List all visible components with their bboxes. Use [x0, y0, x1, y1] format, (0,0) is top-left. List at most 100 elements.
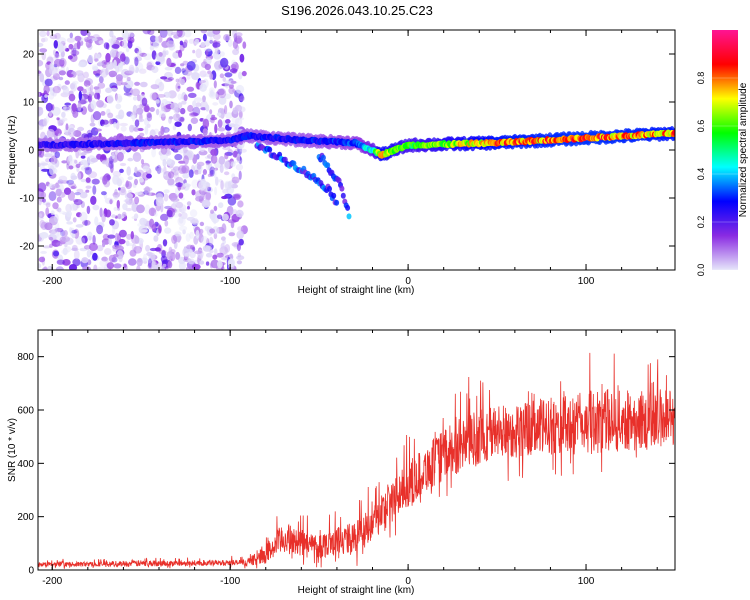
noise-blob — [210, 149, 218, 156]
noise-blob — [62, 247, 68, 256]
noise-blob — [43, 37, 48, 42]
noise-blob — [191, 218, 199, 226]
noise-blob — [175, 82, 181, 92]
noise-blob — [147, 30, 155, 35]
x-tick-label: 100 — [578, 576, 595, 587]
noise-blob — [217, 88, 225, 96]
noise-blob — [131, 216, 138, 220]
noise-blob — [200, 236, 209, 245]
y-tick-label: 800 — [17, 352, 34, 363]
noise-blob — [118, 238, 126, 245]
noise-blob — [61, 236, 70, 243]
noise-blob — [138, 68, 147, 74]
noise-blob — [92, 34, 100, 39]
noise-blob — [110, 87, 118, 92]
noise-blob — [64, 243, 68, 248]
noise-blob — [77, 102, 82, 112]
noise-blob — [235, 84, 245, 94]
noise-blob — [113, 59, 117, 69]
noise-blob — [207, 173, 212, 178]
noise-blob — [172, 51, 180, 59]
noise-blob — [167, 260, 173, 269]
colorbar-tick-label: 0.0 — [696, 264, 706, 277]
noise-blob — [224, 171, 230, 176]
noise-blob — [41, 51, 47, 61]
noise-blob — [146, 173, 152, 179]
noise-blob — [194, 38, 200, 45]
noise-blob — [212, 226, 220, 235]
noise-blob — [213, 248, 218, 254]
noise-blob — [175, 78, 180, 83]
noise-blob — [122, 203, 128, 211]
noise-blob — [190, 112, 199, 116]
noise-blob — [61, 111, 66, 118]
noise-blob — [233, 33, 238, 42]
spectrogram-y-label: Frequency (Hz) — [7, 116, 18, 185]
noise-blob — [106, 61, 110, 72]
noise-blob — [218, 202, 224, 209]
noise-blob — [121, 263, 125, 267]
noise-blob — [175, 251, 181, 260]
noise-blob — [53, 213, 59, 223]
noise-blob — [113, 263, 122, 269]
noise-blob — [119, 53, 126, 62]
noise-blob — [109, 49, 117, 58]
noise-blob — [68, 264, 78, 270]
noise-blob — [92, 66, 99, 72]
noise-blob — [76, 188, 84, 193]
noise-blob — [125, 70, 134, 74]
noise-blob — [151, 65, 159, 74]
noise-blob — [46, 128, 55, 138]
noise-blob — [139, 217, 147, 226]
noise-blob — [224, 72, 233, 78]
noise-blob — [45, 115, 50, 123]
snr-panel: -200 -100 0 100 0 200 400 600 800 Height of str… — [7, 329, 676, 596]
noise-blob — [136, 50, 143, 57]
noise-blob — [81, 257, 89, 264]
noise-blob — [228, 87, 235, 95]
noise-blob — [220, 180, 224, 190]
noise-blob — [148, 207, 157, 217]
noise-blob — [170, 102, 179, 111]
noise-blob — [90, 250, 94, 255]
noise-blob — [237, 252, 242, 258]
noise-blob — [71, 233, 76, 239]
noise-blob — [175, 182, 184, 188]
noise-blob — [135, 169, 145, 178]
noise-blob — [166, 209, 173, 218]
noise-blob — [144, 125, 149, 135]
noise-blob — [166, 251, 174, 260]
snr-x-axis: -200 -100 0 100 — [42, 330, 658, 587]
noise-blob — [209, 36, 213, 44]
noise-blob — [191, 72, 200, 80]
noise-blob — [179, 207, 185, 213]
noise-blob — [221, 257, 229, 261]
noise-blob — [159, 108, 166, 118]
noise-blob — [116, 37, 124, 41]
noise-blob — [139, 177, 144, 183]
noise-blob — [116, 151, 124, 162]
noise-blob — [232, 107, 239, 115]
noise-blob — [40, 191, 47, 199]
noise-blob — [52, 91, 57, 97]
noise-blob — [150, 84, 160, 90]
noise-blob — [167, 30, 173, 37]
noise-blob — [183, 94, 188, 102]
noise-blob — [38, 42, 44, 47]
noise-blob — [200, 42, 206, 48]
y-tick-label: 10 — [23, 98, 35, 109]
noise-blob — [45, 102, 53, 112]
noise-blob — [174, 153, 183, 161]
noise-blob — [68, 154, 73, 162]
noise-blob — [75, 163, 81, 168]
noise-blob — [68, 165, 74, 170]
noise-blob — [67, 127, 76, 138]
noise-blob — [163, 193, 169, 202]
noise-blob — [119, 122, 128, 127]
noise-blob — [113, 254, 119, 258]
noise-blob — [80, 30, 88, 36]
noise-blob — [220, 242, 225, 250]
noise-blob — [43, 245, 51, 249]
noise-blob — [101, 256, 108, 262]
